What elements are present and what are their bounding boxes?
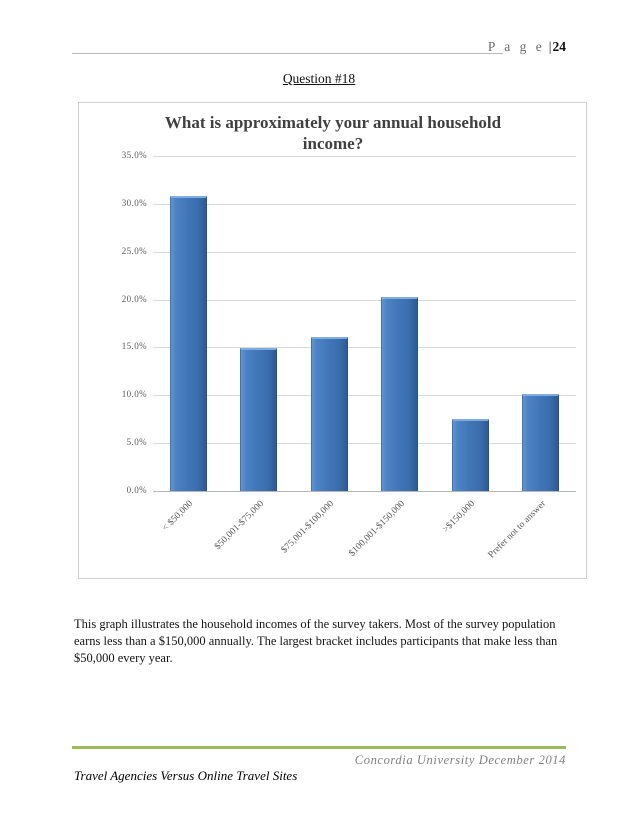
x-tick-label: < $50,000 <box>160 499 196 534</box>
y-tick-label: 10.0% <box>121 389 147 400</box>
y-tick-label: 15.0% <box>121 341 147 352</box>
y-tick-label: 20.0% <box>121 293 147 304</box>
gridline <box>153 347 576 349</box>
page-label: P a g e <box>487 39 545 54</box>
page-number-value: 24 <box>552 39 567 54</box>
chart-title: What is approximately your annual househ… <box>164 113 502 154</box>
y-tick-label: 5.0% <box>126 437 147 448</box>
page-number: P a g e |24 <box>488 39 566 55</box>
gridline <box>153 395 576 397</box>
footer-rule <box>72 746 566 749</box>
gridline <box>153 203 576 205</box>
body-paragraph: This graph illustrates the household inc… <box>74 617 558 665</box>
bar-3 <box>310 336 348 491</box>
bar-4 <box>381 296 419 491</box>
gridline <box>153 251 576 253</box>
chart-object[interactable]: What is approximately your annual househ… <box>78 102 587 579</box>
footer-document-title: Travel Agencies Versus Online Travel Sit… <box>74 768 298 783</box>
footer-institution: Concordia University December 2014 <box>354 753 566 767</box>
y-tick-label: 35.0% <box>121 150 147 160</box>
gridline <box>153 443 576 445</box>
plot-area <box>153 156 576 492</box>
y-tick-label: 25.0% <box>121 245 147 256</box>
bar-5 <box>451 419 489 491</box>
header-rule <box>72 53 503 54</box>
gridline <box>153 299 576 301</box>
bar-2 <box>240 348 278 491</box>
y-tick-label: 30.0% <box>121 197 147 208</box>
gridline <box>153 156 576 157</box>
question-heading-text: Question #18 <box>282 71 356 86</box>
x-axis-line <box>153 491 576 492</box>
page-separator: | <box>548 39 552 54</box>
bar-6 <box>522 394 560 491</box>
question-heading: Question #18 <box>0 71 638 87</box>
bar-1 <box>169 196 207 491</box>
y-tick-label: 0.0% <box>126 485 147 495</box>
